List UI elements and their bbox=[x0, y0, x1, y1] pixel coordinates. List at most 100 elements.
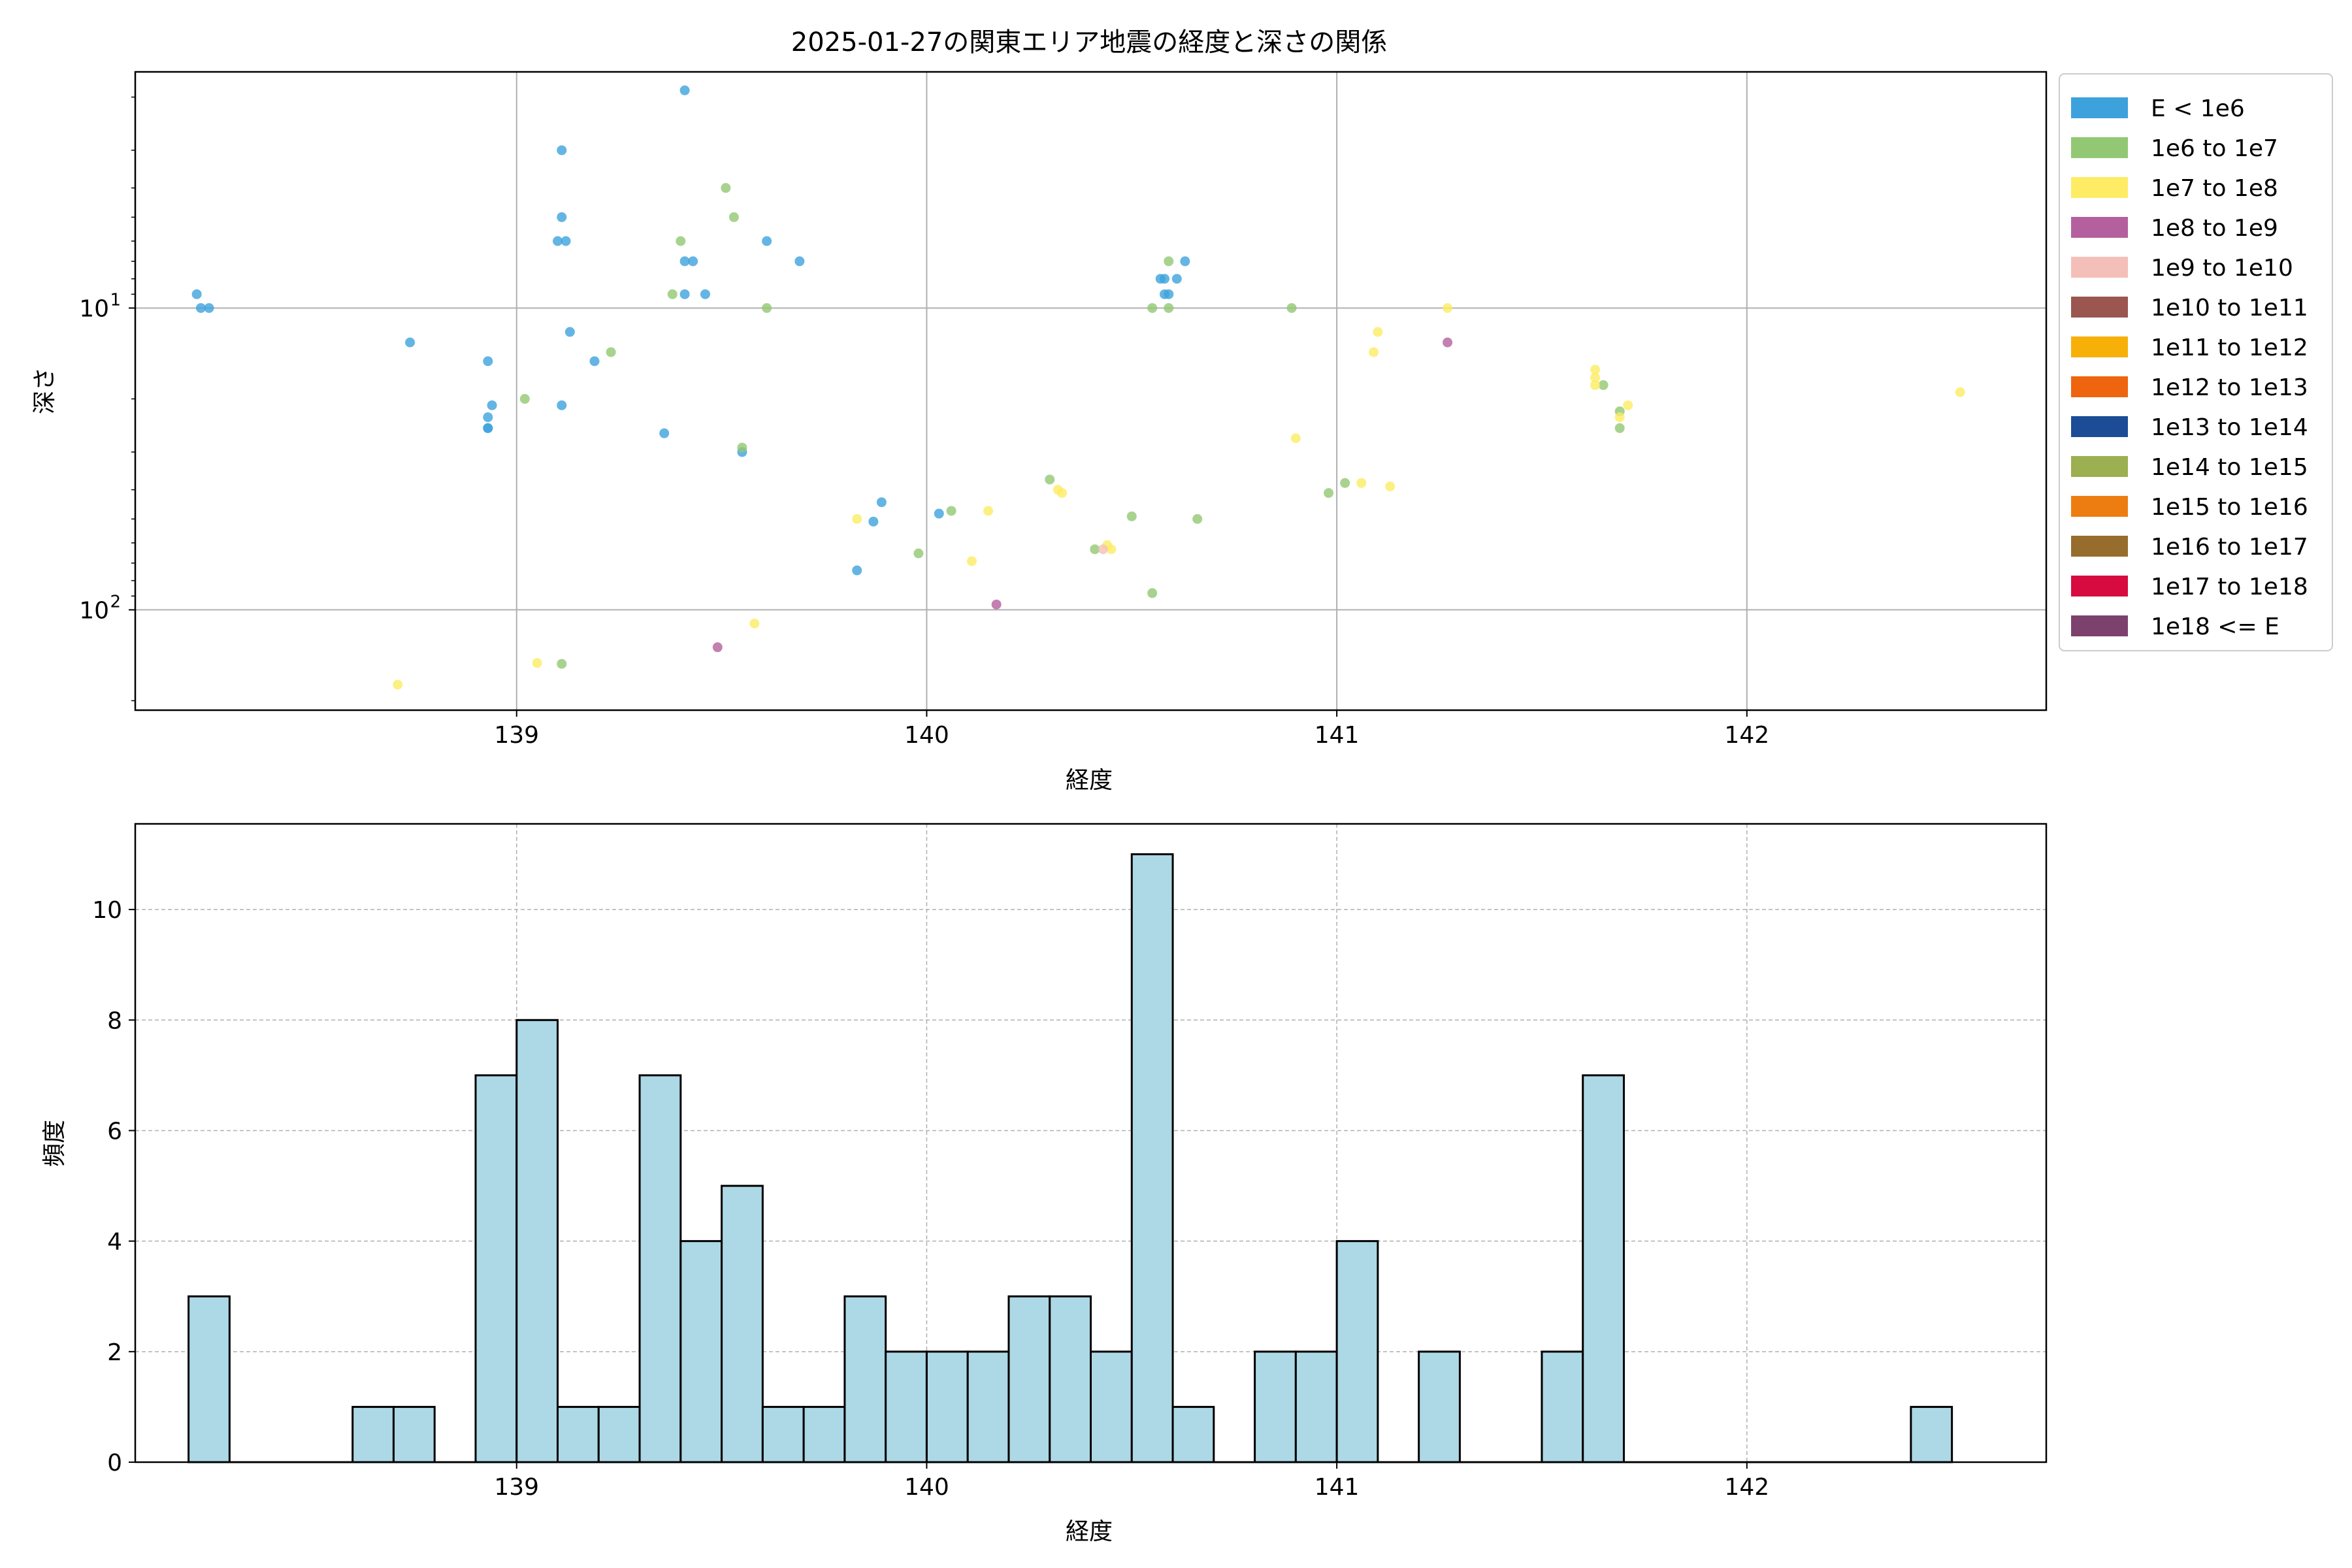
histogram-bar bbox=[761, 1405, 805, 1463]
scatter-point bbox=[564, 327, 575, 337]
scatter-point bbox=[589, 356, 600, 367]
scatter-point bbox=[1106, 544, 1117, 555]
scatter-point bbox=[991, 599, 1002, 610]
scatter-point bbox=[1126, 511, 1137, 521]
scatter-point bbox=[483, 412, 493, 423]
scatter-point bbox=[1164, 256, 1174, 267]
scatter-y-tick-label: 10 bbox=[79, 597, 109, 624]
legend-swatch bbox=[2071, 257, 2128, 278]
scatter-grid bbox=[135, 72, 2046, 710]
legend-label: 1e17 to 1e18 bbox=[2151, 574, 2308, 600]
scatter-points bbox=[191, 85, 1965, 690]
scatter-point bbox=[762, 236, 772, 246]
scatter-point bbox=[1443, 302, 1453, 313]
scatter-x-tick-label: 139 bbox=[494, 722, 539, 749]
histogram-y-tick-label: 0 bbox=[107, 1450, 122, 1477]
legend-label: 1e12 to 1e13 bbox=[2151, 374, 2308, 401]
scatter-point bbox=[728, 212, 739, 222]
histogram-bar bbox=[843, 1295, 887, 1463]
scatter-point bbox=[483, 356, 493, 367]
scatter-x-tick-label: 142 bbox=[1724, 722, 1769, 749]
legend-label: 1e13 to 1e14 bbox=[2151, 414, 2308, 441]
scatter-point bbox=[1147, 588, 1158, 598]
legend-swatch bbox=[2071, 416, 2128, 437]
histogram-bar bbox=[1049, 1295, 1092, 1463]
legend-entry: 1e13 to 1e14 bbox=[2071, 414, 2308, 441]
scatter-point bbox=[737, 442, 747, 453]
legend-label: 1e16 to 1e17 bbox=[2151, 534, 2308, 561]
histogram-bar bbox=[1541, 1350, 1584, 1463]
histogram-bar bbox=[1294, 1350, 1338, 1463]
scatter-point bbox=[946, 506, 956, 516]
histogram-bar bbox=[188, 1295, 231, 1463]
scatter-point bbox=[1171, 274, 1182, 284]
legend-swatch bbox=[2071, 336, 2128, 357]
scatter-point bbox=[557, 659, 567, 669]
legend-entry: 1e10 to 1e11 bbox=[2071, 295, 2308, 321]
scatter-point bbox=[204, 302, 214, 313]
histogram-bar bbox=[885, 1350, 928, 1463]
scatter-point bbox=[553, 236, 563, 246]
scatter-point bbox=[700, 289, 710, 299]
histogram-bar bbox=[1254, 1350, 1297, 1463]
scatter-y-axis-label: 深さ bbox=[31, 367, 58, 414]
scatter-point bbox=[1373, 327, 1383, 337]
histogram-x-tick-label: 140 bbox=[904, 1474, 949, 1501]
scatter-point bbox=[1164, 289, 1174, 299]
histogram-y-tick-label: 6 bbox=[107, 1118, 122, 1145]
legend: E < 1e6 1e6 to 1e7 1e7 to 1e8 1e8 to 1e9 1e9… bbox=[2059, 73, 2333, 651]
scatter-y-tick-exponent: 2 bbox=[110, 592, 121, 612]
scatter-x-axis: 139 140 141 142 bbox=[494, 710, 1769, 749]
scatter-point bbox=[1369, 347, 1379, 357]
scatter-point bbox=[966, 556, 977, 566]
scatter-point bbox=[679, 85, 690, 95]
scatter-point bbox=[934, 508, 944, 519]
scatter-point bbox=[1623, 400, 1633, 410]
legend-label: 1e10 to 1e11 bbox=[2151, 295, 2308, 321]
legend-label: E < 1e6 bbox=[2151, 95, 2245, 122]
scatter-point bbox=[1340, 478, 1350, 488]
histogram-bar bbox=[1335, 1240, 1379, 1463]
scatter-point bbox=[1147, 302, 1158, 313]
legend-swatch bbox=[2071, 137, 2128, 158]
legend-swatch bbox=[2071, 177, 2128, 198]
legend-entry: 1e18 <= E bbox=[2071, 613, 2279, 640]
legend-entry: 1e17 to 1e18 bbox=[2071, 574, 2308, 600]
legend-entry: 1e15 to 1e16 bbox=[2071, 494, 2308, 521]
legend-entry: 1e8 to 1e9 bbox=[2071, 215, 2278, 242]
scatter-point bbox=[1955, 387, 1965, 397]
scatter-point bbox=[1590, 380, 1601, 390]
histogram-x-tick-label: 142 bbox=[1724, 1474, 1769, 1501]
scatter-plot-frame bbox=[134, 71, 2048, 711]
scatter-point bbox=[557, 145, 567, 155]
scatter-point bbox=[983, 506, 994, 516]
legend-swatch bbox=[2071, 496, 2128, 517]
scatter-point bbox=[1614, 423, 1625, 433]
legend-swatch bbox=[2071, 97, 2128, 118]
legend-entry: 1e7 to 1e8 bbox=[2071, 175, 2278, 202]
scatter-point bbox=[749, 618, 760, 629]
scatter-point bbox=[557, 212, 567, 222]
scatter-point bbox=[1192, 514, 1203, 524]
scatter-point bbox=[1286, 302, 1297, 313]
scatter-point bbox=[487, 400, 497, 410]
legend-entry: 1e14 to 1e15 bbox=[2071, 454, 2308, 481]
histogram-bar bbox=[1910, 1405, 1953, 1463]
legend-label: 1e14 to 1e15 bbox=[2151, 454, 2308, 481]
legend-label: 1e18 <= E bbox=[2151, 613, 2279, 640]
histogram-y-tick-label: 8 bbox=[107, 1007, 122, 1034]
histogram-bar bbox=[474, 1074, 518, 1463]
histogram-bar bbox=[597, 1405, 641, 1463]
histogram-bar bbox=[1090, 1350, 1133, 1463]
scatter-panel: 2025-01-27の関東エリア地震の経度と深さの関係 139 140 141 142… bbox=[31, 27, 2048, 794]
scatter-x-tick-label: 140 bbox=[904, 722, 949, 749]
scatter-point bbox=[676, 236, 686, 246]
histogram-x-axis-label: 経度 bbox=[1066, 1518, 1113, 1545]
scatter-point bbox=[1324, 488, 1334, 498]
scatter-y-tick-label: 10 bbox=[79, 295, 109, 322]
histogram-bar bbox=[557, 1405, 600, 1463]
legend-entry: 1e16 to 1e17 bbox=[2071, 534, 2308, 561]
scatter-x-tick-label: 141 bbox=[1315, 722, 1360, 749]
